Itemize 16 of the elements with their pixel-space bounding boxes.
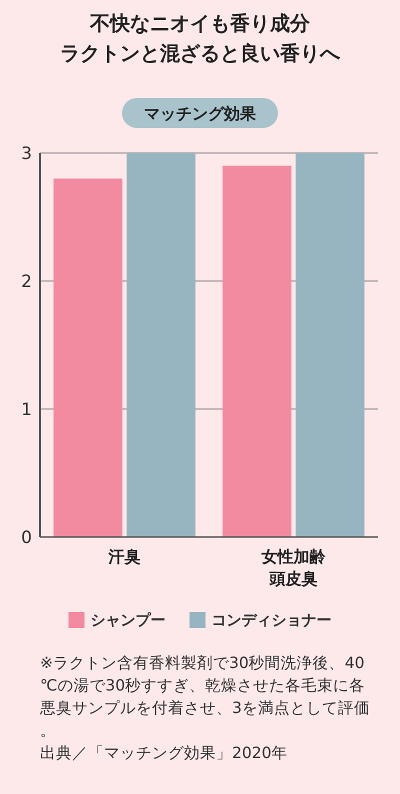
text: ※ラクトン含有香料製剤で30秒間洗浄後、40℃の湯で30秒すすぎ、乾燥させた各毛束に各悪臭サンプルを付着させ、3を満点として評価。 [39,654,370,740]
legend-label: コンディショナー [212,611,332,629]
bar [222,166,292,537]
chart-subtitle: マッチング効果 [144,104,257,123]
bar [126,153,196,537]
x-tick-label: 汗臭 [108,547,140,566]
source-note: 出典／「マッチング効果」2020年 [40,744,288,762]
y-tick-label: 2 [21,272,32,292]
y-tick-label: 1 [21,400,32,420]
legend-label: シャンプー [90,611,166,629]
bar [54,178,122,537]
y-tick-label: 0 [21,528,32,548]
chart-title: 不快なニオイも香り成分ラクトンと混ざると良い香りへ [60,11,341,65]
x-tick-label: 女性加齢頭皮臭 [260,547,326,588]
y-tick-label: 3 [21,144,32,164]
bar [296,153,364,537]
